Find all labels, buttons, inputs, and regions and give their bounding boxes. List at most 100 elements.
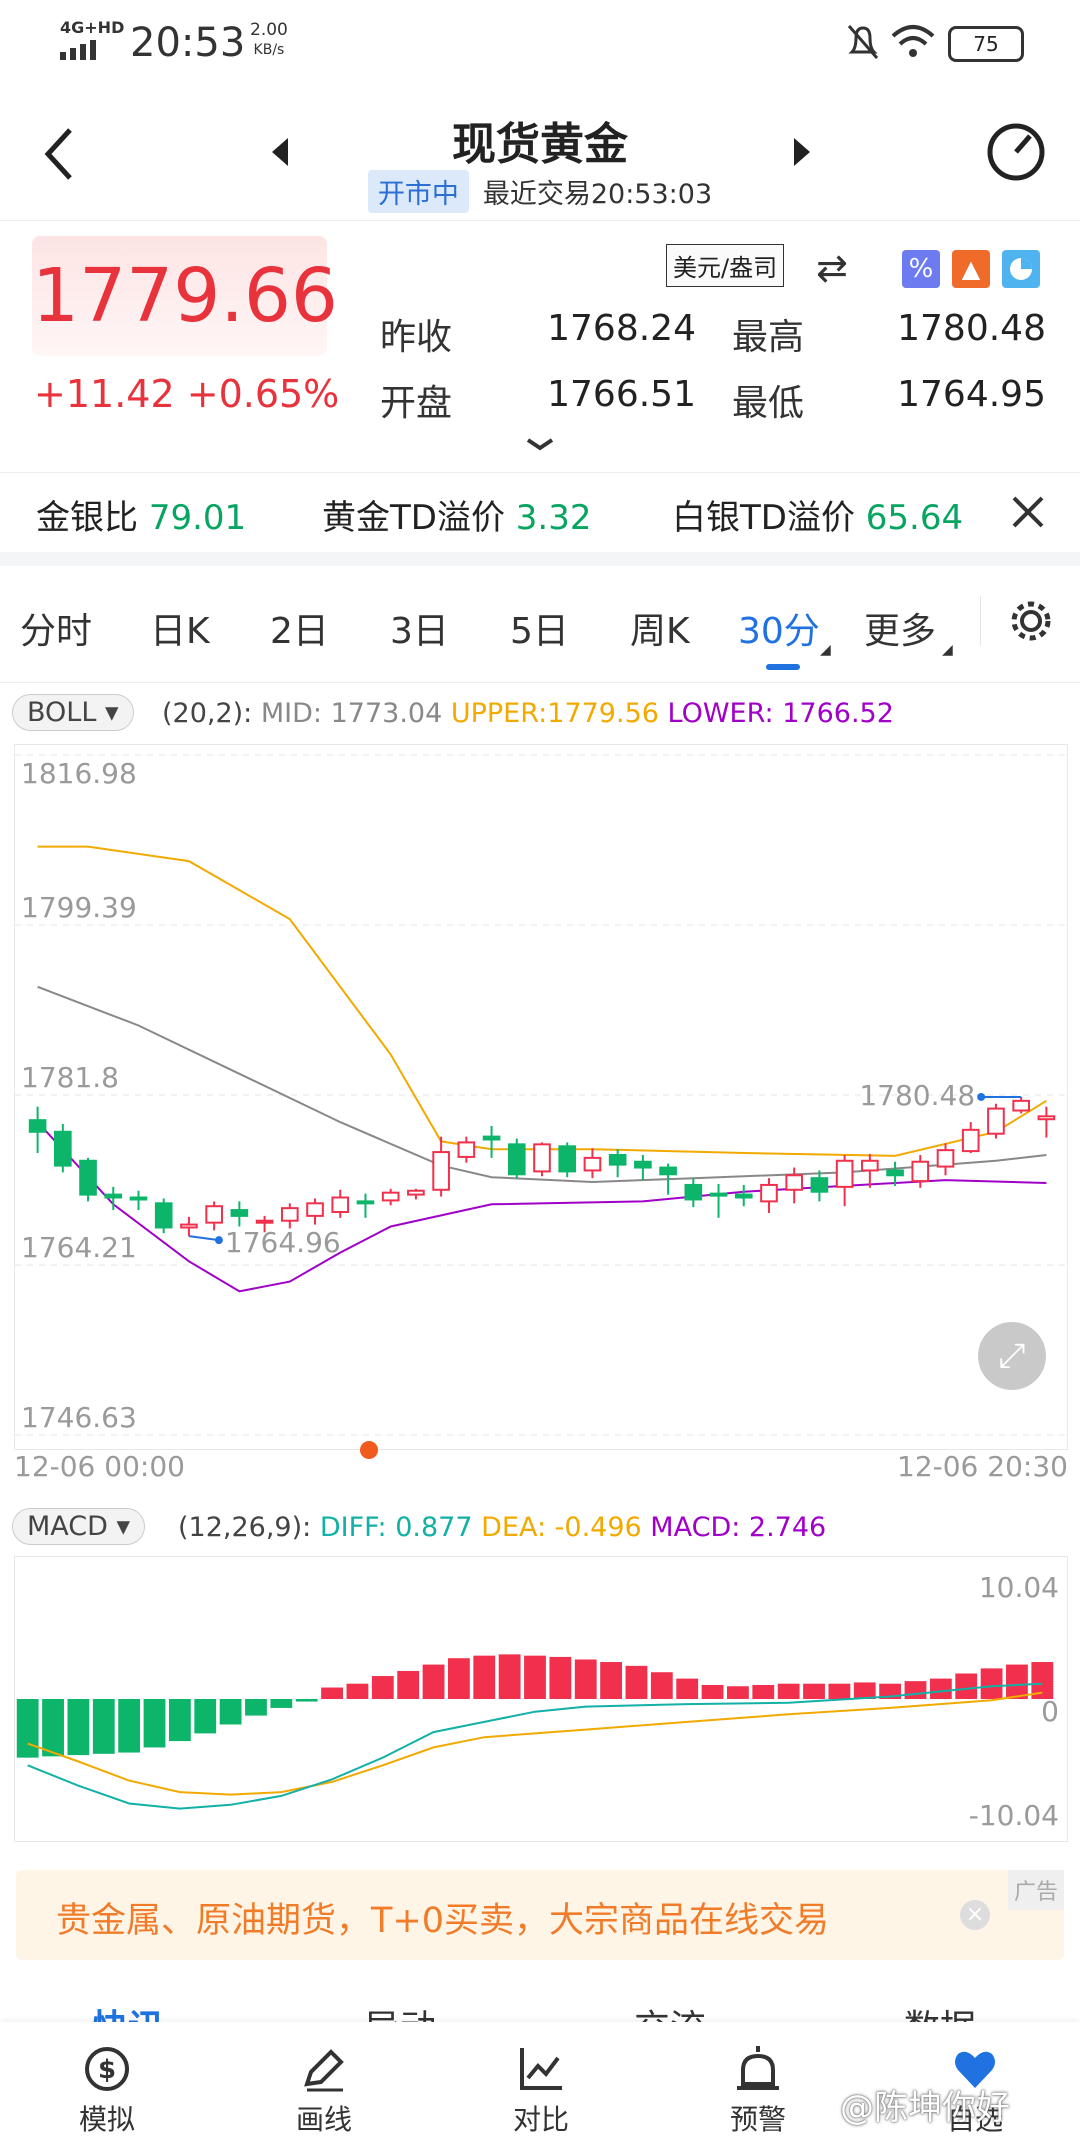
tab-2day[interactable]: 2日 <box>270 611 329 652</box>
macd-bar <box>803 1683 825 1699</box>
swap-unit-icon[interactable]: ⇄ <box>816 246 848 290</box>
candle-body <box>659 1166 677 1176</box>
candle-body <box>331 1196 350 1214</box>
diff-line <box>27 1682 1043 1810</box>
expand-chevron-icon[interactable] <box>524 434 556 454</box>
tab-more[interactable]: 更多 <box>864 611 937 652</box>
candle <box>583 1148 602 1179</box>
low-marker-line <box>188 1235 220 1242</box>
prev-close-value: 1768.24 <box>547 308 696 349</box>
candle-body <box>482 1135 501 1141</box>
tab-3day[interactable]: 3日 <box>390 611 449 652</box>
candle-body <box>129 1196 148 1201</box>
dropdown-corner-icon: ◢ <box>942 642 953 658</box>
macd-bar <box>777 1683 800 1699</box>
tab-data[interactable]: 数据 <box>904 1999 976 2025</box>
tab-5day[interactable]: 5日 <box>510 611 569 652</box>
pie-chart-icon[interactable] <box>1002 250 1040 288</box>
candle-body <box>507 1143 526 1176</box>
active-tab-indicator <box>766 664 800 670</box>
macd-bar <box>853 1682 876 1699</box>
candle <box>886 1161 904 1186</box>
candle-body <box>810 1177 829 1193</box>
candle <box>533 1142 551 1177</box>
dropdown-corner-icon: ◢ <box>820 642 831 658</box>
nav-draw[interactable]: 画线 <box>249 2040 399 2138</box>
candle-body <box>230 1209 249 1217</box>
candle <box>104 1186 123 1211</box>
clock: 20:53 <box>130 20 246 66</box>
alarm-icon <box>737 2046 779 2090</box>
dea-line <box>27 1691 1043 1796</box>
candle-body <box>1012 1099 1030 1112</box>
macd-bar <box>473 1655 496 1699</box>
candle-body <box>583 1156 602 1172</box>
tab-movement[interactable]: 异动 <box>364 1999 436 2025</box>
event-marker-dot[interactable] <box>360 1441 378 1459</box>
candle <box>432 1136 450 1197</box>
ad-banner[interactable]: 贵金属、原油期货，T+0买卖，大宗商品在线交易 × 广告 <box>16 1870 1064 1960</box>
high-label: 最高 <box>732 317 805 358</box>
macd-chart[interactable]: 10.04 0 -10.04 <box>15 1557 1067 1841</box>
macd-chart-frame: 10.04 0 -10.04 <box>14 1556 1068 1842</box>
candlestick-chart[interactable]: 1816.98 1799.39 1781.8 1764.21 1746.63 1780.4… <box>15 745 1067 1449</box>
macd-bar <box>42 1699 64 1757</box>
ad-text[interactable]: 贵金属、原油期货，T+0买卖，大宗商品在线交易 <box>56 1901 829 1941</box>
macd-y-tick-label: 0 <box>1041 1695 1059 1728</box>
candle <box>180 1216 198 1237</box>
macd-selector[interactable]: MACD ▾ <box>12 1508 146 1545</box>
candle-body <box>407 1189 425 1196</box>
nav-simulate[interactable]: $ 模拟 <box>32 2040 182 2138</box>
macd-bar <box>270 1699 293 1708</box>
tab-daily[interactable]: 日K <box>150 611 210 652</box>
fullscreen-icon[interactable]: ⤢ <box>978 1322 1046 1390</box>
low-label: 最低 <box>732 383 805 424</box>
next-instrument-icon[interactable] <box>790 134 814 170</box>
gear-icon[interactable] <box>1006 596 1056 646</box>
last-price: 1779.66 <box>32 236 338 356</box>
close-icon[interactable] <box>1010 494 1046 530</box>
candle <box>961 1122 980 1154</box>
candle-body <box>1037 1115 1056 1121</box>
candle <box>734 1184 753 1207</box>
macd-bar <box>321 1687 343 1699</box>
bottom-nav: $ 模拟 画线 对比 预警 自选 @陈坤你好 <box>0 2022 1080 2154</box>
compare-chart-icon <box>520 2048 562 2090</box>
macd-bar <box>904 1681 927 1699</box>
wifi-icon <box>891 25 935 57</box>
candle <box>785 1167 804 1204</box>
candle-body <box>280 1207 299 1222</box>
macd-bar <box>955 1673 978 1699</box>
app-header: 现货黄金 开市中 最近交易20:53:03 <box>0 90 1080 221</box>
candle <box>54 1124 72 1173</box>
candle <box>28 1106 47 1154</box>
unit-label[interactable]: 美元/盎司 <box>666 244 785 287</box>
dollar-cycle-icon: $ <box>85 2047 129 2091</box>
macd-bar <box>422 1664 445 1699</box>
tab-30min[interactable]: 30分 <box>738 611 820 652</box>
tab-intraday[interactable]: 分时 <box>20 611 93 652</box>
y-tick-label: 1764.21 <box>21 1231 137 1264</box>
nav-alert[interactable]: 预警 <box>683 2040 833 2138</box>
boll-selector[interactable]: BOLL ▾ <box>12 694 134 731</box>
y-tick-label: 1746.63 <box>21 1401 137 1434</box>
ad-close-icon[interactable]: × <box>960 1900 990 1930</box>
mute-bell-icon <box>847 25 879 59</box>
lighthouse-icon[interactable]: ▲ <box>952 250 990 288</box>
nav-compare[interactable]: 对比 <box>466 2040 616 2138</box>
refresh-timer-icon[interactable] <box>984 118 1048 182</box>
macd-bar <box>92 1699 115 1754</box>
nav-favorites[interactable]: 自选 <box>900 2040 1050 2138</box>
macd-bar <box>1031 1662 1054 1699</box>
back-arrow-icon[interactable] <box>40 124 80 184</box>
candle <box>1037 1106 1056 1138</box>
tab-weekly[interactable]: 周K <box>630 611 690 652</box>
prev-instrument-icon[interactable] <box>268 134 292 170</box>
high-marker-dot <box>977 1092 986 1101</box>
candle <box>709 1183 728 1218</box>
calculator-icon[interactable]: % <box>902 250 940 288</box>
tab-discussion[interactable]: 交流 <box>634 1999 706 2025</box>
tab-flash-news[interactable]: 快讯 <box>92 1999 164 2025</box>
macd-bar <box>118 1699 141 1753</box>
price-change: +11.42 +0.65% <box>34 372 340 416</box>
